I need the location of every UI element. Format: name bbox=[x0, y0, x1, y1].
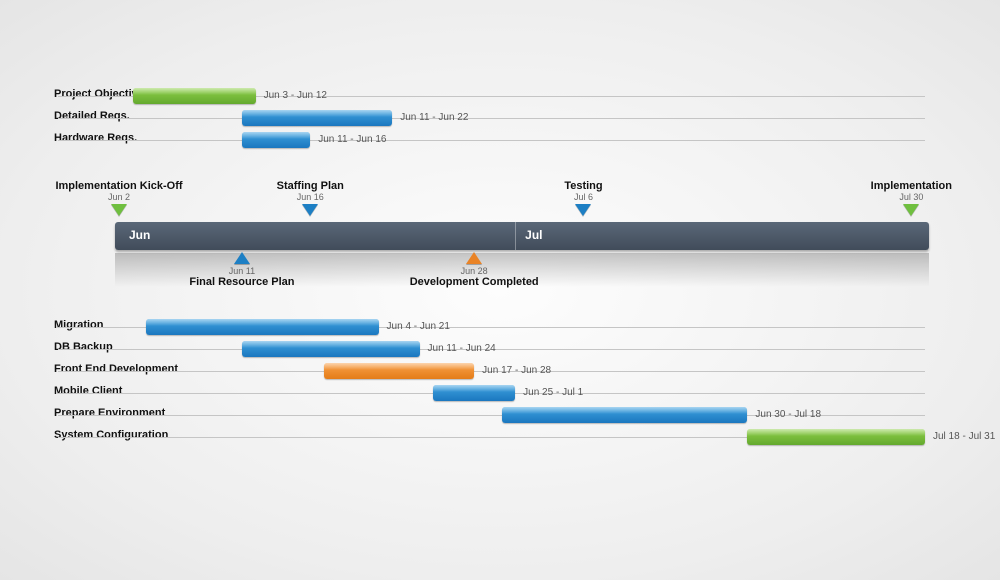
milestone-marker-icon bbox=[903, 204, 919, 216]
task-bar bbox=[324, 363, 474, 379]
milestone-title: Development Completed bbox=[394, 276, 554, 288]
month-label: Jul bbox=[525, 228, 542, 242]
task-label: System Configuration bbox=[54, 429, 168, 441]
task-bar bbox=[433, 385, 515, 401]
task-date-range: Jun 11 - Jun 16 bbox=[318, 134, 386, 145]
milestone-marker-icon bbox=[575, 204, 591, 216]
task-bar bbox=[242, 341, 420, 357]
task-bar bbox=[242, 132, 310, 148]
task-row: System Configuration Jul 18 - Jul 31 bbox=[0, 428, 1000, 448]
task-date-range: Jun 4 - Jun 21 bbox=[387, 321, 450, 332]
milestone-date: Jun 2 bbox=[39, 192, 199, 202]
timeline-band: Jun Jul bbox=[115, 222, 929, 250]
milestone-title: Staffing Plan bbox=[230, 180, 390, 192]
milestone-below: Jun 11Final Resource Plan bbox=[162, 252, 322, 288]
milestone-date: Jun 11 bbox=[162, 266, 322, 276]
milestone-title: Testing bbox=[503, 180, 663, 192]
task-row: Detailed Reqs. Jun 11 - Jun 22 bbox=[0, 109, 1000, 129]
task-label: Hardware Reqs. bbox=[54, 132, 137, 144]
milestone-date: Jun 16 bbox=[230, 192, 390, 202]
task-row: Migration Jun 4 - Jun 21 bbox=[0, 318, 1000, 338]
task-date-range: Jun 17 - Jun 28 bbox=[482, 365, 551, 376]
task-date-range: Jun 30 - Jul 18 bbox=[755, 409, 821, 420]
task-row: Front End Development Jun 17 - Jun 28 bbox=[0, 362, 1000, 382]
task-label: Prepare Environment bbox=[54, 407, 165, 419]
task-date-range: Jun 11 - Jun 22 bbox=[400, 112, 468, 123]
task-bar bbox=[242, 110, 392, 126]
task-label: Mobile Client bbox=[54, 385, 122, 397]
task-row: Prepare Environment Jun 30 - Jul 18 bbox=[0, 406, 1000, 426]
task-row: Mobile Client Jun 25 - Jul 1 bbox=[0, 384, 1000, 404]
milestone-marker-icon bbox=[466, 252, 482, 264]
milestone-below: Jun 28Development Completed bbox=[394, 252, 554, 288]
gantt-timeline-chart: Project ObjectivesJun 3 - Jun 12Detailed… bbox=[0, 0, 1000, 580]
milestone-above: Implementation Kick-OffJun 2 bbox=[39, 180, 199, 216]
month-divider bbox=[515, 222, 516, 250]
task-rule bbox=[58, 140, 925, 141]
task-label: Migration bbox=[54, 319, 104, 331]
milestone-date: Jun 28 bbox=[394, 266, 554, 276]
milestone-date: Jul 6 bbox=[503, 192, 663, 202]
task-date-range: Jul 18 - Jul 31 bbox=[933, 431, 995, 442]
task-date-range: Jun 3 - Jun 12 bbox=[264, 90, 327, 101]
milestone-above: Staffing PlanJun 16 bbox=[230, 180, 390, 216]
month-label: Jun bbox=[129, 228, 150, 242]
milestone-above: TestingJul 6 bbox=[503, 180, 663, 216]
task-row: DB Backup Jun 11 - Jun 24 bbox=[0, 340, 1000, 360]
task-bar bbox=[747, 429, 925, 445]
task-bar bbox=[133, 88, 256, 104]
milestone-title: Implementation bbox=[831, 180, 991, 192]
milestone-above: ImplementationJul 30 bbox=[831, 180, 991, 216]
task-label: Detailed Reqs. bbox=[54, 110, 130, 122]
task-label: DB Backup bbox=[54, 341, 113, 353]
task-bar bbox=[146, 319, 378, 335]
task-date-range: Jun 11 - Jun 24 bbox=[428, 343, 496, 354]
milestone-marker-icon bbox=[234, 252, 250, 264]
task-date-range: Jun 25 - Jul 1 bbox=[523, 387, 583, 398]
milestone-title: Implementation Kick-Off bbox=[39, 180, 199, 192]
task-label: Front End Development bbox=[54, 363, 178, 375]
task-bar bbox=[502, 407, 748, 423]
milestone-marker-icon bbox=[302, 204, 318, 216]
milestone-marker-icon bbox=[111, 204, 127, 216]
task-row: Project ObjectivesJun 3 - Jun 12 bbox=[0, 87, 1000, 107]
milestone-title: Final Resource Plan bbox=[162, 276, 322, 288]
task-row: Hardware Reqs. Jun 11 - Jun 16 bbox=[0, 131, 1000, 151]
task-rule bbox=[58, 118, 925, 119]
milestone-date: Jul 30 bbox=[831, 192, 991, 202]
